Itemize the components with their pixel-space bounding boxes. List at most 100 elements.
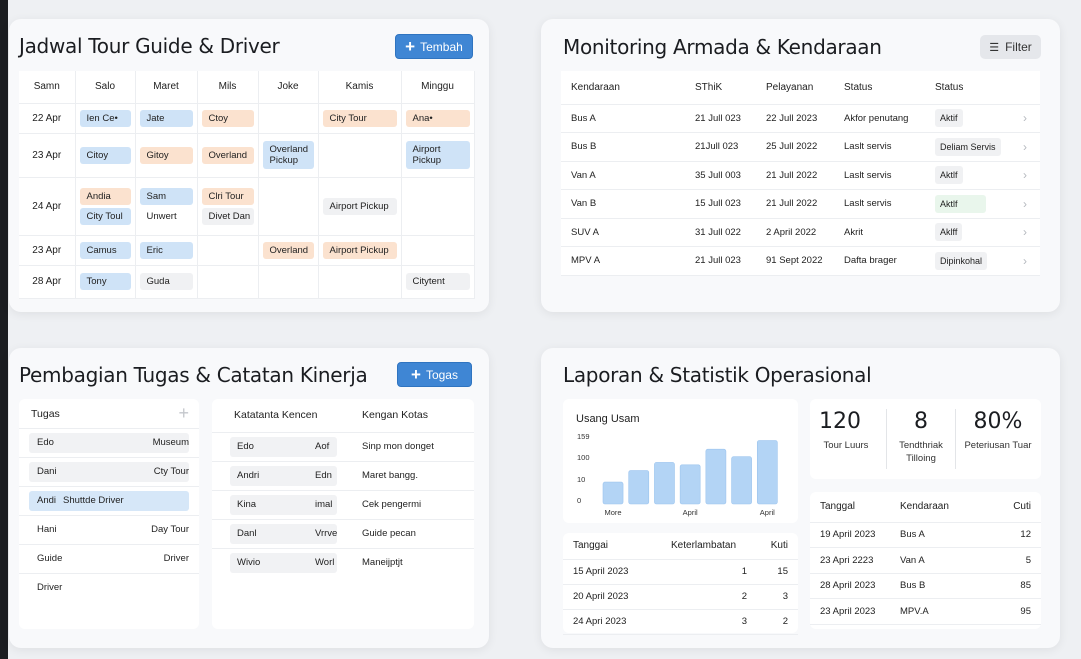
armada-row[interactable]: Bus B 21Jull 023 25 Jull 2022 Laslt servis D… bbox=[561, 132, 1040, 162]
delay-table-panel: Tanggai Keterlambatan Kuti 15 April 2023 1 15… bbox=[563, 533, 798, 635]
schedule-assignment[interactable]: Overland Pickup bbox=[262, 141, 314, 169]
armada-row[interactable]: Van A 35 Jull 003 21 Jull 2022 Laslt servis… bbox=[561, 161, 1040, 190]
chevron-right-icon[interactable]: › bbox=[1023, 168, 1027, 183]
table-row[interactable]: 15 April 2023 1 15 bbox=[563, 559, 798, 585]
add-task-button[interactable]: + Togas bbox=[397, 362, 472, 387]
schedule-assignment[interactable]: Gitoy bbox=[139, 146, 193, 164]
schedule-cell[interactable]: Citoy bbox=[75, 133, 136, 178]
schedule-assignment[interactable]: City Tour bbox=[322, 109, 397, 127]
schedule-cell[interactable] bbox=[197, 235, 259, 266]
schedule-assignment[interactable]: Overland bbox=[262, 241, 314, 259]
schedule-assignment[interactable]: Overland bbox=[201, 146, 254, 164]
schedule-assignment[interactable]: Airport Pickup bbox=[405, 141, 470, 169]
schedule-assignment[interactable]: Ctoy bbox=[201, 109, 254, 127]
schedule-cell[interactable]: Ana• bbox=[401, 103, 475, 134]
schedule-cell[interactable]: Ctoy bbox=[197, 103, 259, 134]
schedule-cell[interactable]: Airport Pickup bbox=[318, 177, 402, 236]
chevron-right-icon[interactable]: › bbox=[1023, 196, 1027, 211]
schedule-assignment[interactable]: Ana• bbox=[405, 109, 470, 127]
schedule-cell[interactable] bbox=[258, 177, 319, 236]
schedule-cell[interactable]: Andia City Toul bbox=[75, 177, 136, 236]
armada-table: Kendaraan SThiK Pelayanan Status Status Bus A… bbox=[561, 71, 1040, 276]
schedule-assignment[interactable]: Sam bbox=[139, 187, 193, 205]
schedule-cell[interactable]: Overland bbox=[258, 235, 319, 266]
schedule-assignment[interactable]: Ien Ce• bbox=[79, 109, 131, 127]
row-chevron-cell[interactable]: › bbox=[1013, 132, 1040, 162]
schedule-cell[interactable]: Clri Tour Divet Dan bbox=[197, 177, 259, 236]
schedule-cell[interactable] bbox=[401, 177, 475, 236]
performance-value: Aof bbox=[315, 441, 330, 452]
schedule-assignment[interactable]: Eric bbox=[139, 241, 193, 259]
table-row[interactable]: 28 April 2023 Bus B 85 bbox=[810, 573, 1041, 599]
table-row[interactable]: 19 April 2023 Bus A 12 bbox=[810, 522, 1041, 548]
schedule-assignment[interactable]: Camus bbox=[79, 241, 131, 259]
row-chevron-cell[interactable]: › bbox=[1013, 246, 1040, 276]
row-chevron-cell[interactable]: › bbox=[1013, 189, 1040, 219]
performance-row[interactable]: Kina imal Cek pengermi bbox=[212, 490, 474, 518]
schedule-assignment[interactable]: Andia bbox=[79, 187, 131, 205]
schedule-cell[interactable]: Jate bbox=[135, 103, 198, 134]
row-chevron-cell[interactable]: › bbox=[1013, 104, 1040, 133]
schedule-cell[interactable] bbox=[401, 235, 475, 266]
table-row[interactable]: 20 April 2023 2 3 bbox=[563, 584, 798, 610]
performance-name: Edo bbox=[237, 441, 254, 452]
armada-row[interactable]: SUV A 31 Jull 022 2 April 2022 Akrit Aklff › bbox=[561, 218, 1040, 247]
schedule-cell[interactable]: Gitoy bbox=[135, 133, 198, 178]
task-list-item[interactable]: Guide Driver bbox=[19, 544, 199, 572]
armada-row[interactable]: Bus A 21 Jull 023 22 Jull 2023 Akfor penuta… bbox=[561, 104, 1040, 133]
chevron-right-icon[interactable]: › bbox=[1023, 139, 1027, 154]
schedule-cell[interactable] bbox=[197, 265, 259, 299]
schedule-assignment[interactable]: Citytent bbox=[405, 273, 470, 290]
schedule-cell[interactable]: Guda bbox=[135, 265, 198, 299]
schedule-assignment[interactable]: Clri Tour bbox=[201, 187, 254, 205]
table-row[interactable]: 24 Apri 2023 3 2 bbox=[563, 609, 798, 635]
armada-row[interactable]: MPV A 21 Jull 023 91 Sept 2022 Dafta brager… bbox=[561, 246, 1040, 276]
schedule-cell[interactable]: Airport Pickup bbox=[318, 235, 402, 266]
schedule-cell[interactable] bbox=[258, 265, 319, 299]
schedule-cell[interactable]: Airport Pickup bbox=[401, 133, 475, 178]
schedule-cell[interactable]: Overland Pickup bbox=[258, 133, 319, 178]
status-cell: Aktif bbox=[925, 104, 1013, 133]
row-chevron-cell[interactable]: › bbox=[1013, 161, 1040, 190]
schedule-cell[interactable]: Eric bbox=[135, 235, 198, 266]
schedule-assignment[interactable]: Airport Pickup bbox=[322, 197, 397, 215]
schedule-cell[interactable] bbox=[318, 265, 402, 299]
schedule-assignment[interactable]: Airport Pickup bbox=[322, 241, 397, 259]
performance-row[interactable]: Andri Edn Maret bangg. bbox=[212, 461, 474, 489]
schedule-assignment[interactable]: Divet Dan bbox=[201, 207, 254, 225]
schedule-cell[interactable]: City Tour bbox=[318, 103, 402, 134]
schedule-cell[interactable]: Overland bbox=[197, 133, 259, 178]
schedule-assignment[interactable]: Citoy bbox=[79, 146, 131, 164]
vehicle-name: SUV A bbox=[561, 218, 685, 247]
task-list-item[interactable]: Andi Shuttde Driver bbox=[19, 486, 199, 514]
add-task-icon[interactable]: + bbox=[178, 403, 189, 423]
chevron-right-icon[interactable]: › bbox=[1023, 111, 1027, 126]
armada-row[interactable]: Van B 15 Jull 023 21 Jull 2022 Laslt servis… bbox=[561, 189, 1040, 219]
task-list-item[interactable]: Hani Day Tour bbox=[19, 515, 199, 543]
add-schedule-button[interactable]: + Tembah bbox=[395, 34, 473, 59]
schedule-assignment[interactable]: Guda bbox=[139, 273, 193, 290]
performance-row[interactable]: Danl Vrrve Guide pecan bbox=[212, 519, 474, 547]
filter-button[interactable]: ☰ Filter bbox=[980, 35, 1041, 59]
schedule-assignment[interactable]: Unwert bbox=[146, 210, 177, 222]
task-list-item[interactable]: Dani Cty Tour bbox=[19, 457, 199, 485]
performance-row[interactable]: Wivio Worl Maneijptjt bbox=[212, 548, 474, 576]
schedule-cell[interactable]: Sam Unwert bbox=[135, 177, 198, 236]
schedule-assignment[interactable]: Jate bbox=[139, 109, 193, 127]
schedule-cell[interactable] bbox=[258, 103, 319, 134]
schedule-assignment[interactable]: Tony bbox=[79, 273, 131, 290]
performance-row[interactable]: Edo Aof Sinp mon donget bbox=[212, 432, 474, 460]
schedule-cell[interactable] bbox=[318, 133, 402, 178]
table-row[interactable]: 23 April 2023 MPV.A 95 bbox=[810, 598, 1041, 625]
schedule-cell[interactable]: Ien Ce• bbox=[75, 103, 136, 134]
task-list-item[interactable]: Driver bbox=[19, 573, 199, 601]
chevron-right-icon[interactable]: › bbox=[1023, 225, 1027, 240]
schedule-assignment[interactable]: City Toul bbox=[79, 207, 131, 225]
schedule-cell[interactable]: Camus bbox=[75, 235, 136, 266]
task-list-item[interactable]: Edo Museum bbox=[19, 428, 199, 456]
schedule-cell[interactable]: Citytent bbox=[401, 265, 475, 299]
row-chevron-cell[interactable]: › bbox=[1013, 218, 1040, 247]
chevron-right-icon[interactable]: › bbox=[1023, 253, 1027, 268]
schedule-cell[interactable]: Tony bbox=[75, 265, 136, 299]
